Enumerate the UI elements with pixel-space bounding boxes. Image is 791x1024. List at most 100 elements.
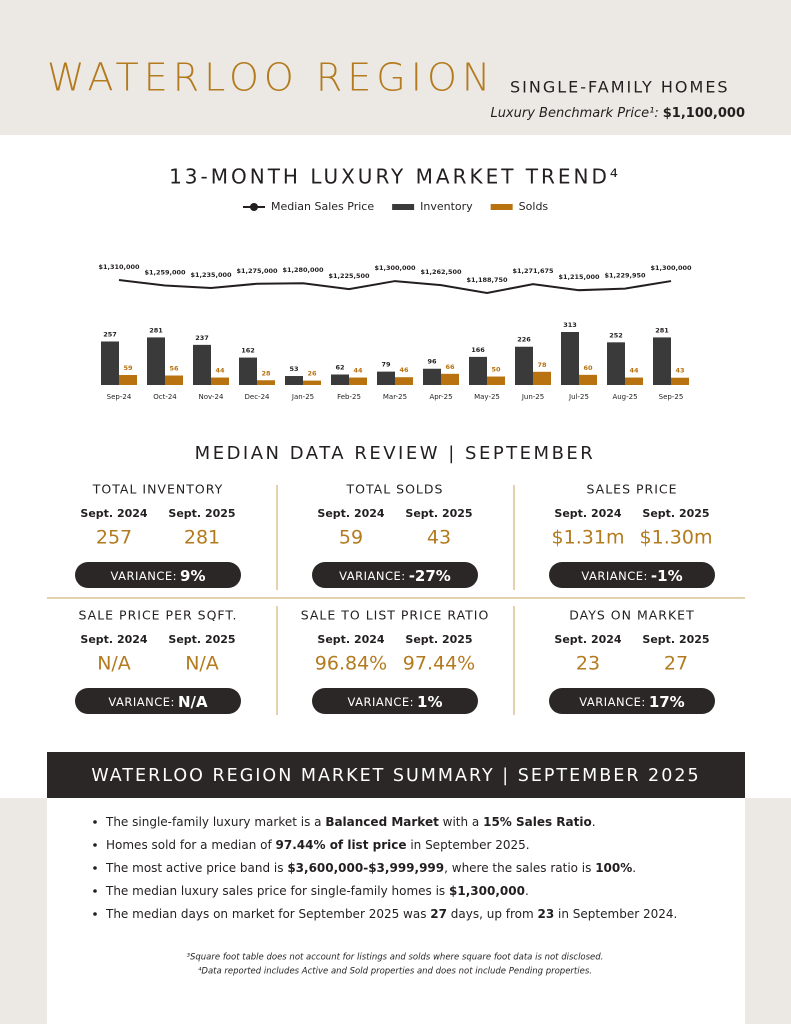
x-tick-label: Sep-24 bbox=[107, 393, 132, 401]
variance-value: N/A bbox=[178, 693, 208, 711]
x-tick-label: Oct-24 bbox=[153, 393, 177, 401]
bar-label: 44 bbox=[629, 367, 639, 375]
variance-pill bbox=[312, 688, 478, 714]
x-tick-label: Apr-25 bbox=[429, 393, 452, 401]
x-tick-label: Dec-24 bbox=[245, 393, 271, 401]
period: Sept. 2025 bbox=[405, 507, 472, 520]
bar-label: 43 bbox=[675, 367, 684, 375]
metric-value: 257 bbox=[96, 527, 132, 549]
bullet-dot bbox=[93, 912, 97, 916]
bullet-text: . bbox=[592, 815, 596, 829]
title: WATERLOO REGION bbox=[47, 56, 495, 100]
price-label: $1,229,950 bbox=[604, 272, 646, 280]
bar-label: 166 bbox=[471, 346, 485, 354]
card-title: SALES PRICE bbox=[586, 482, 677, 497]
bar-label: 62 bbox=[335, 364, 344, 372]
bar-label: 56 bbox=[169, 365, 179, 373]
metric-value: 281 bbox=[184, 527, 220, 549]
period: Sept. 2024 bbox=[554, 507, 621, 520]
bullet-text: The single-family luxury market is a bbox=[105, 815, 325, 829]
card-title: TOTAL SOLDS bbox=[346, 482, 444, 497]
variance-pill bbox=[75, 562, 241, 588]
bar-label: 281 bbox=[149, 326, 163, 334]
bar bbox=[395, 377, 413, 385]
metric-value: $1.31m bbox=[552, 527, 625, 549]
bar bbox=[377, 371, 395, 385]
bar bbox=[257, 380, 275, 385]
subtitle: SINGLE-FAMILY HOMES bbox=[510, 78, 730, 97]
x-tick-label: Mar-25 bbox=[383, 393, 407, 401]
bar-label: 79 bbox=[381, 361, 391, 369]
metric-value: 43 bbox=[427, 527, 451, 549]
metric-value: N/A bbox=[185, 653, 219, 675]
variance-pill bbox=[312, 562, 478, 588]
variance-label: VARIANCE: bbox=[348, 695, 415, 709]
legend-label: Inventory bbox=[420, 200, 473, 213]
price-line bbox=[118, 279, 672, 295]
bar bbox=[193, 344, 211, 385]
bar-label: 96 bbox=[427, 358, 437, 366]
variance-label: VARIANCE: bbox=[108, 695, 175, 709]
period: Sept. 2025 bbox=[642, 633, 709, 646]
bar bbox=[441, 373, 459, 385]
x-tick-label: Jun-25 bbox=[521, 393, 544, 401]
bullet-dot bbox=[93, 843, 97, 847]
variance-value: -1% bbox=[651, 567, 683, 585]
price-label: $1,310,000 bbox=[98, 263, 140, 271]
price-label: $1,262,500 bbox=[420, 268, 462, 276]
summary-box bbox=[47, 798, 745, 1024]
bullet-text: . bbox=[525, 884, 529, 898]
bar bbox=[533, 371, 551, 385]
bullet-dot bbox=[93, 866, 97, 870]
bullet: Homes sold for a median of 97.44% of lis… bbox=[106, 838, 530, 852]
period: Sept. 2025 bbox=[405, 633, 472, 646]
legend-label: Median Sales Price bbox=[271, 200, 374, 213]
card-title: DAYS ON MARKET bbox=[569, 608, 694, 623]
bar-label: 281 bbox=[655, 326, 669, 334]
bar-label: 237 bbox=[195, 334, 209, 342]
price-label: $1,271,675 bbox=[512, 267, 554, 275]
price-label: $1,280,000 bbox=[282, 266, 324, 274]
bullet-text: The median days on market for September … bbox=[105, 907, 430, 921]
bar bbox=[487, 376, 505, 385]
x-tick-label: May-25 bbox=[474, 393, 500, 401]
variance-label: VARIANCE: bbox=[339, 569, 406, 583]
bar-label: 162 bbox=[241, 347, 255, 355]
variance: VARIANCE: N/A bbox=[108, 693, 208, 711]
bullet-bold: 97.44% of list price bbox=[276, 838, 407, 852]
period: Sept. 2024 bbox=[80, 633, 147, 646]
bullet-text: Homes sold for a median of bbox=[106, 838, 276, 852]
metric-value: $1.30m bbox=[640, 527, 713, 549]
x-tick-label: Feb-25 bbox=[337, 393, 361, 401]
bar bbox=[579, 374, 597, 385]
summary-title: WATERLOO REGION MARKET SUMMARY | SEPTEMB… bbox=[91, 766, 700, 786]
bar-label: 44 bbox=[353, 367, 363, 375]
legend-swatch bbox=[392, 204, 415, 210]
footnote: ⁴Data reported includes Active and Sold … bbox=[198, 967, 592, 977]
benchmark-label: Luxury Benchmark Price¹: bbox=[490, 106, 658, 121]
legend-swatch bbox=[490, 204, 513, 210]
chart-title: 13-MONTH LUXURY MARKET TREND⁴ bbox=[169, 165, 621, 189]
bar-label: 44 bbox=[215, 367, 225, 375]
bullet-bold: $3,600,000-$3,999,999 bbox=[287, 861, 444, 875]
bar-label: 26 bbox=[307, 370, 317, 378]
variance-label: VARIANCE: bbox=[111, 569, 178, 583]
bar bbox=[239, 357, 257, 385]
bullet-text: The median luxury sales price for single… bbox=[105, 884, 449, 898]
variance: VARIANCE: -1% bbox=[581, 567, 682, 585]
metric-value: 96.84% bbox=[315, 653, 387, 675]
bullet: The median days on market for September … bbox=[105, 907, 677, 921]
bar-label: 46 bbox=[399, 366, 409, 374]
bullet-text: , where the sales ratio is bbox=[444, 861, 595, 875]
bar-label: 53 bbox=[289, 365, 298, 373]
variance: VARIANCE: 9% bbox=[111, 567, 206, 585]
bullet-bold: 100% bbox=[595, 861, 632, 875]
period: Sept. 2025 bbox=[168, 633, 235, 646]
variance-value: 17% bbox=[649, 693, 685, 711]
bar-label: 60 bbox=[583, 364, 593, 372]
bar-label: 226 bbox=[517, 336, 531, 344]
card-title: SALE PRICE PER SQFT. bbox=[78, 608, 237, 623]
period: Sept. 2024 bbox=[317, 633, 384, 646]
bullet-text: . bbox=[632, 861, 636, 875]
